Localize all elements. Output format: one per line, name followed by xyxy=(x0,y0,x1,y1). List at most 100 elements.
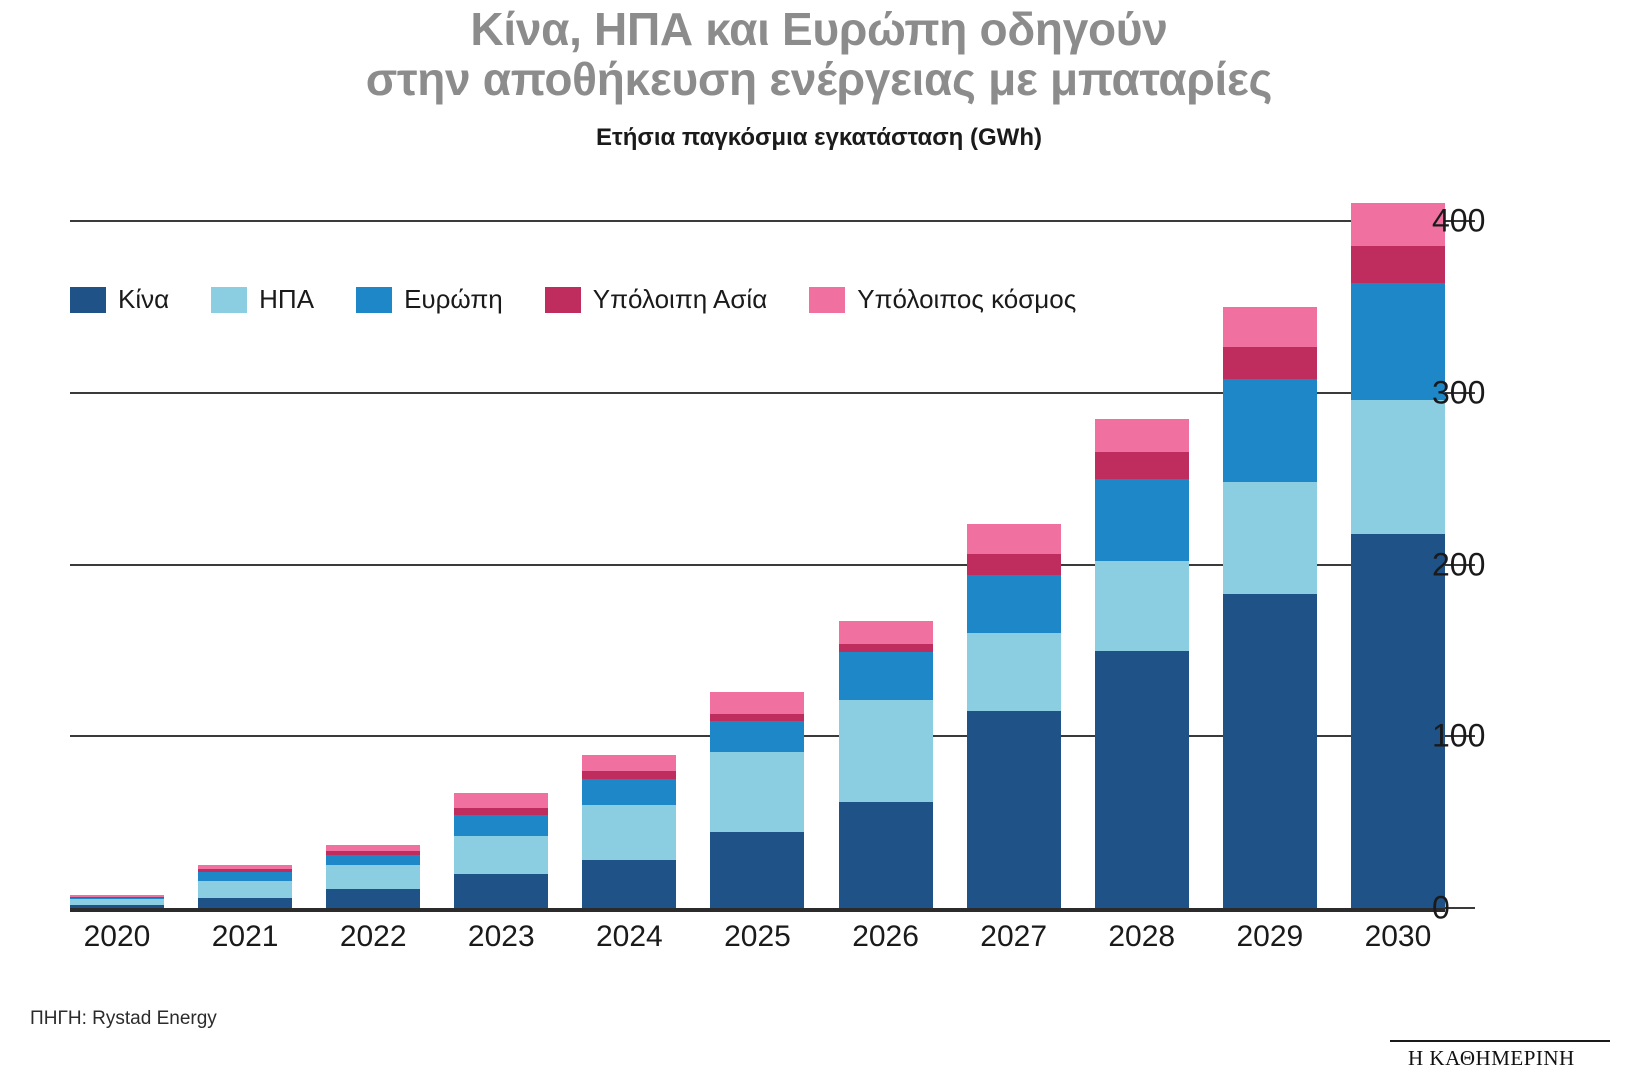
legend-swatch-europe xyxy=(356,286,393,313)
bar-column-2025[interactable] xyxy=(710,691,805,908)
bar-segment-2029-s2[interactable] xyxy=(1222,379,1317,483)
bar-segment-2026-s2[interactable] xyxy=(838,652,933,701)
legend-swatch-rest_of_world xyxy=(809,286,846,313)
x-axis-label-2025: 2025 xyxy=(724,920,791,953)
bar-segment-2023-s4[interactable] xyxy=(454,793,549,809)
bar-segment-2023-s3[interactable] xyxy=(454,808,549,816)
x-axis-label-2022: 2022 xyxy=(339,920,407,953)
legend-item-rest_of_world[interactable]: Υπόλοιπος κόσμος xyxy=(809,284,1076,315)
bar-column-2027[interactable] xyxy=(966,523,1061,908)
gridline-400 xyxy=(70,220,1445,223)
page-title-line2: στην αποθήκευση ενέργειας με μπαταρίες xyxy=(365,53,1273,105)
plot-area xyxy=(70,170,1475,912)
bar-column-2026[interactable] xyxy=(838,621,933,908)
bar-segment-2030-s1[interactable] xyxy=(1350,400,1445,534)
bar-segment-2029-s4[interactable] xyxy=(1222,307,1317,347)
bar-segment-2021-s0[interactable] xyxy=(198,897,293,908)
source-note: ΠΗΓΗ: Rystad Energy xyxy=(30,1008,217,1029)
bar-segment-2029-s1[interactable] xyxy=(1222,482,1317,594)
bar-segment-2027-s0[interactable] xyxy=(966,710,1061,908)
bar-segment-2024-s4[interactable] xyxy=(582,755,677,771)
footer-divider xyxy=(1390,1040,1610,1042)
bar-segment-2022-s1[interactable] xyxy=(326,865,421,890)
legend-swatch-china xyxy=(70,286,106,313)
x-axis-labels: 2020 2021 2022 2023 2024 2025 2026 2027 2028 2029… xyxy=(70,920,1445,954)
bar-segment-2021-s1[interactable] xyxy=(198,880,293,898)
legend-swatch-rest_of_asia xyxy=(544,286,581,313)
bar-segment-2023-s1[interactable] xyxy=(454,835,549,874)
bar-column-2021[interactable] xyxy=(198,865,293,908)
bar-column-2030[interactable] xyxy=(1350,202,1445,908)
bar-segment-2020-s2[interactable] xyxy=(70,897,164,900)
chart-subtitle: Ετήσια παγκόσμια εγκατάσταση (GWh) xyxy=(596,124,1042,151)
bar-segment-2030-s4[interactable] xyxy=(1350,202,1445,246)
bar-segment-2027-s1[interactable] xyxy=(966,633,1061,711)
bar-segment-2028-s2[interactable] xyxy=(1094,478,1189,562)
bar-segment-2029-s3[interactable] xyxy=(1222,346,1317,380)
bar-column-2022[interactable] xyxy=(326,844,421,908)
bar-segment-2023-s2[interactable] xyxy=(454,815,549,836)
bar-segment-2024-s2[interactable] xyxy=(582,779,677,806)
bar-column-2024[interactable] xyxy=(582,755,677,908)
bar-segment-2024-s1[interactable] xyxy=(582,805,677,860)
bar-segment-2025-s0[interactable] xyxy=(710,832,805,908)
bar-segment-2021-s4[interactable] xyxy=(198,865,293,869)
x-axis-label-2024: 2024 xyxy=(596,920,663,953)
bar-segment-2020-s1[interactable] xyxy=(70,899,164,905)
bar-column-2023[interactable] xyxy=(454,793,549,908)
bar-segment-2021-s3[interactable] xyxy=(198,868,293,872)
bar-segment-2024-s0[interactable] xyxy=(582,859,677,908)
bar-segment-2020-s3[interactable] xyxy=(70,896,164,898)
bar-column-2029[interactable] xyxy=(1222,307,1317,908)
bar-segment-2021-s2[interactable] xyxy=(198,871,293,881)
bar-segment-2027-s3[interactable] xyxy=(966,554,1061,576)
bar-segment-2028-s0[interactable] xyxy=(1094,650,1189,908)
bar-segment-2020-s0[interactable] xyxy=(70,904,164,908)
legend-label-europe: Ευρώπη xyxy=(404,284,503,314)
bar-segment-2027-s2[interactable] xyxy=(966,575,1061,634)
x-axis-label-2028: 2028 xyxy=(1108,920,1176,953)
brand-logo: Η ΚΑΘΗΜΕΡΙΝΗ xyxy=(1408,1046,1575,1070)
legend-item-rest_of_asia[interactable]: Υπόλοιπη Ασία xyxy=(544,284,767,315)
bar-segment-2027-s4[interactable] xyxy=(966,523,1061,555)
bar-column-2020[interactable] xyxy=(70,895,164,908)
bar-segment-2025-s3[interactable] xyxy=(710,714,805,721)
y-tick-stub-400 xyxy=(1445,220,1475,223)
legend-swatch-usa xyxy=(211,286,248,313)
x-axis-baseline xyxy=(70,908,1445,912)
bar-segment-2023-s0[interactable] xyxy=(454,873,549,908)
bar-column-2028[interactable] xyxy=(1094,418,1189,908)
bar-segment-2022-s3[interactable] xyxy=(326,851,421,855)
bar-segment-2030-s0[interactable] xyxy=(1350,533,1445,908)
bar-segment-2028-s3[interactable] xyxy=(1094,451,1189,479)
bar-segment-2028-s1[interactable] xyxy=(1094,561,1189,651)
bar-segment-2020-s4[interactable] xyxy=(70,895,164,897)
bar-segment-2022-s4[interactable] xyxy=(326,844,421,852)
bar-segment-2025-s2[interactable] xyxy=(710,720,805,752)
bar-segment-2025-s1[interactable] xyxy=(710,751,805,833)
gridline-200 xyxy=(70,563,1445,566)
chart-legend: Κίνα ΗΠΑ Ευρώπη Υπόλοιπη Ασία Υπόλοιπος κόσμ… xyxy=(70,284,1118,315)
y-tick-label-0: 0 xyxy=(1432,889,1450,926)
legend-item-usa[interactable]: ΗΠΑ xyxy=(211,284,314,315)
gridline-300 xyxy=(70,392,1445,395)
x-axis-label-2026: 2026 xyxy=(852,920,919,953)
y-tick-stub-100 xyxy=(1445,735,1475,738)
bar-segment-2022-s0[interactable] xyxy=(326,889,421,908)
bar-segment-2024-s3[interactable] xyxy=(582,770,677,780)
legend-label-usa: ΗΠΑ xyxy=(259,284,315,314)
bar-segment-2026-s3[interactable] xyxy=(838,643,933,653)
legend-item-europe[interactable]: Ευρώπη xyxy=(356,284,503,315)
legend-label-china: Κίνα xyxy=(118,284,170,314)
bar-segment-2022-s2[interactable] xyxy=(326,854,421,866)
bar-segment-2026-s1[interactable] xyxy=(838,700,933,802)
bar-segment-2026-s0[interactable] xyxy=(838,801,933,908)
bar-segment-2030-s3[interactable] xyxy=(1350,245,1445,284)
bar-segment-2026-s4[interactable] xyxy=(838,621,933,644)
bar-segment-2028-s4[interactable] xyxy=(1094,418,1189,452)
bar-segment-2030-s2[interactable] xyxy=(1350,283,1445,400)
legend-item-china[interactable]: Κίνα xyxy=(70,284,169,315)
bar-segment-2025-s4[interactable] xyxy=(710,691,805,715)
bar-segment-2029-s0[interactable] xyxy=(1222,593,1317,908)
